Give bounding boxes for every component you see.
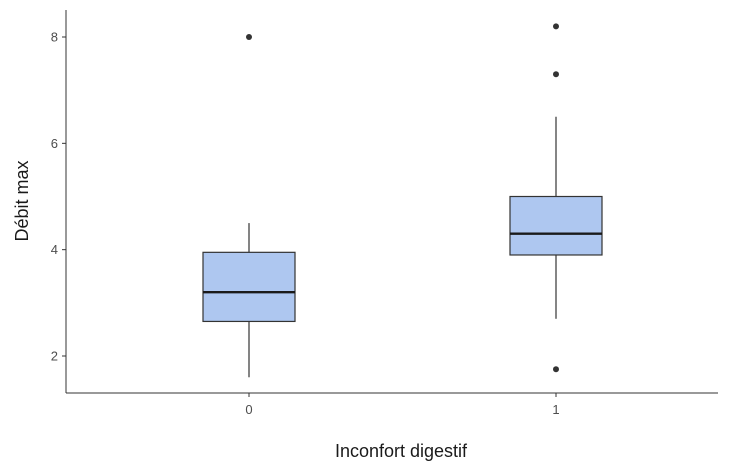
y-axis-ticks: 2 4 6 8 bbox=[51, 30, 66, 364]
x-axis-title: Inconfort digestif bbox=[335, 441, 468, 461]
box-group-0 bbox=[202, 34, 296, 378]
x-tick-label: 0 bbox=[245, 402, 252, 417]
box-group-1 bbox=[509, 23, 603, 373]
y-tick-label: 2 bbox=[51, 349, 58, 364]
outlier-point bbox=[553, 23, 559, 30]
y-tick-label: 4 bbox=[51, 242, 58, 257]
plot-area bbox=[202, 23, 603, 378]
outlier-point bbox=[246, 34, 252, 40]
x-tick-label: 1 bbox=[552, 402, 559, 417]
box-iqr bbox=[509, 195, 603, 256]
y-axis-title: Débit max bbox=[12, 160, 32, 241]
y-tick-label: 6 bbox=[51, 136, 58, 151]
outlier-point bbox=[553, 366, 559, 373]
y-tick-label: 8 bbox=[51, 30, 58, 45]
box-iqr bbox=[202, 251, 296, 323]
outlier-point bbox=[553, 71, 559, 78]
